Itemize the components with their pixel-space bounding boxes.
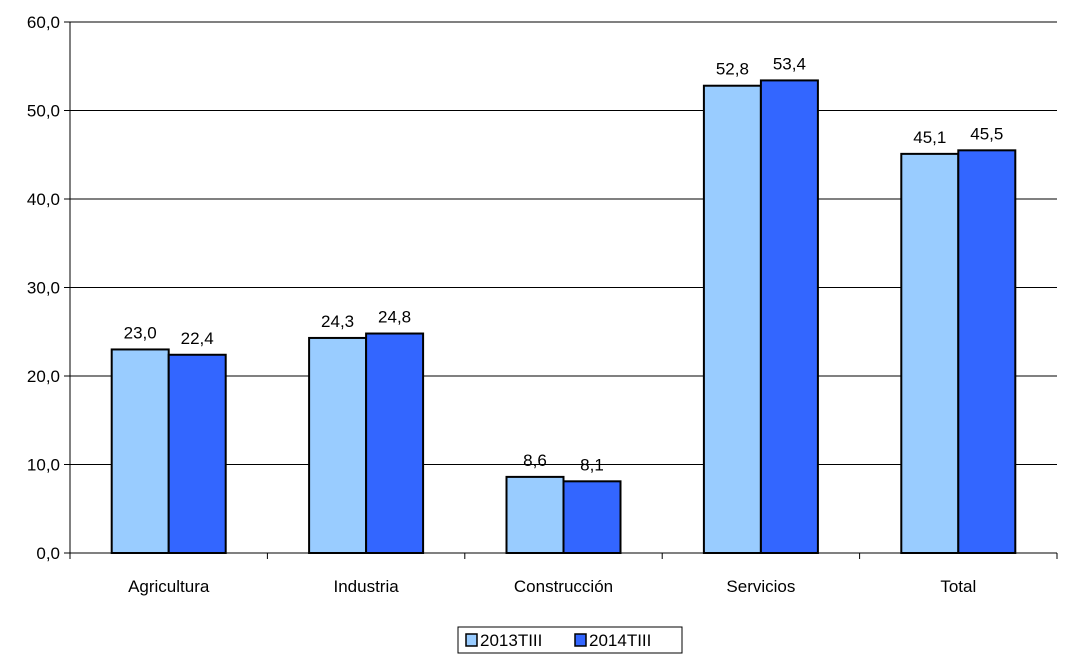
bar-2014TIII	[957, 149, 1017, 554]
category-label: Construcción	[514, 577, 613, 596]
bar-2013TIII	[900, 152, 960, 555]
data-label: 53,4	[773, 54, 806, 73]
grid-lines	[70, 21, 1057, 465]
y-tick-label: 40,0	[27, 190, 60, 209]
y-tick-label: 10,0	[27, 456, 60, 475]
legend-swatch	[465, 633, 478, 647]
axes	[64, 21, 1058, 559]
data-label: 22,4	[181, 329, 214, 348]
category-label: Total	[940, 577, 976, 596]
category-label: Industria	[333, 577, 399, 596]
data-label: 52,8	[716, 60, 749, 79]
category-label: Servicios	[726, 577, 795, 596]
bar-2013TIII	[702, 84, 762, 554]
category-label: Agricultura	[128, 577, 210, 596]
legend: 2013TIII 2014TIII	[457, 626, 683, 654]
bar-2014TIII	[562, 480, 622, 554]
legend-swatch	[574, 633, 587, 647]
y-tick-label: 0,0	[36, 544, 60, 563]
y-tick-label: 30,0	[27, 279, 60, 298]
data-label: 8,6	[523, 451, 547, 470]
data-label: 24,3	[321, 312, 354, 331]
bar-2014TIII	[759, 79, 819, 554]
bar-2014TIII	[365, 332, 425, 554]
y-tick-label: 60,0	[27, 13, 60, 32]
y-tick-label: 50,0	[27, 102, 60, 121]
bars	[110, 79, 1017, 555]
legend-label: 2013TIII	[480, 631, 542, 650]
data-label: 45,5	[970, 124, 1003, 143]
data-label: 45,1	[913, 128, 946, 147]
legend-box	[457, 626, 683, 654]
data-label: 23,0	[124, 323, 157, 342]
data-label: 24,8	[378, 308, 411, 327]
y-tick-label: 20,0	[27, 367, 60, 386]
labels: 0,0 10,0 20,0 30,0 40,0 50,0 60,0 23,0 22,4 Agric…	[27, 13, 1003, 596]
data-label: 8,1	[580, 455, 604, 474]
bar-2013TIII	[308, 336, 368, 554]
bar-2013TIII	[505, 475, 565, 555]
bar-2014TIII	[167, 353, 227, 555]
legend-label: 2014TIII	[589, 631, 651, 650]
bar-2013TIII	[110, 348, 170, 555]
